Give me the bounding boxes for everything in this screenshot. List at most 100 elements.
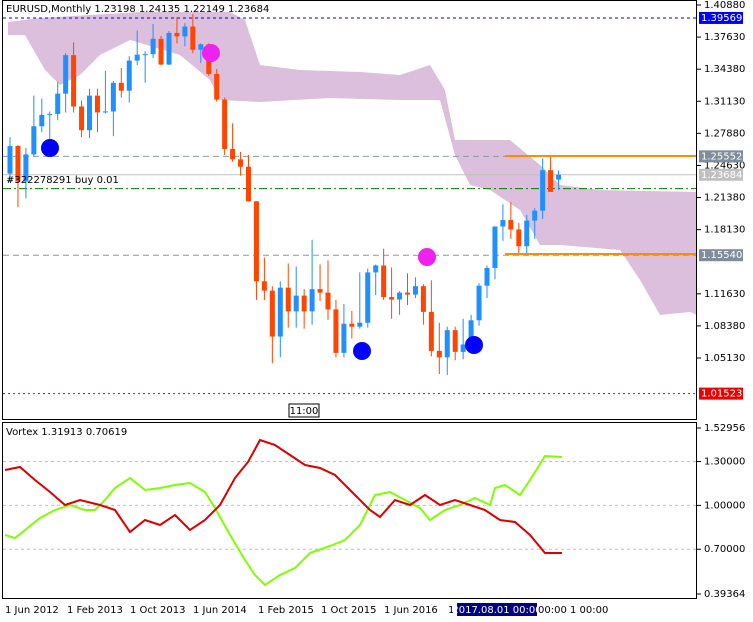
price-label: 1.24630 <box>704 160 745 171</box>
time-label: 1 <box>448 605 454 616</box>
candle-body <box>365 272 371 323</box>
sub-frame <box>2 422 697 599</box>
candle-body <box>15 146 21 182</box>
candle-body <box>484 267 490 286</box>
candle-body <box>420 286 426 312</box>
candle-body <box>476 285 482 321</box>
price-tag-box <box>699 11 743 24</box>
candle-body <box>269 290 275 337</box>
candle-body <box>357 322 363 327</box>
trade-label: #322278291 buy 0.01 <box>6 175 119 186</box>
cursor-residue: 00:00 1 00:00 <box>538 605 608 616</box>
candle-body <box>47 113 53 115</box>
price-tag-box <box>699 168 743 181</box>
price-tag-box <box>699 387 743 400</box>
candle-body <box>94 95 100 113</box>
cursor-time-box <box>457 603 537 616</box>
candle-body <box>516 229 522 247</box>
candle-body <box>7 146 13 174</box>
time-label: 1 Jun 2014 <box>193 605 247 616</box>
candle-body <box>548 170 554 192</box>
candle-body <box>556 174 562 180</box>
price-tag: 1.01523 <box>701 389 742 400</box>
candle-body <box>158 38 164 65</box>
vortex-minus <box>4 438 562 554</box>
signal-dot <box>41 139 59 157</box>
candle-body <box>126 60 132 91</box>
vortex-label: 1.00000 <box>704 500 745 511</box>
price-label: 1.08380 <box>704 321 745 332</box>
price-label: 1.05130 <box>704 353 745 364</box>
vortex-label: 0.70000 <box>704 544 745 555</box>
candle-body <box>500 220 506 227</box>
time-label: 1 Oct 2013 <box>130 605 185 616</box>
candle-body <box>198 44 204 50</box>
ichimoku-cloud <box>8 12 697 315</box>
signal-dot <box>465 336 483 354</box>
price-label: 1.18130 <box>704 225 745 236</box>
price-label: 1.11630 <box>704 289 745 300</box>
cursor-time: 2017.08.01 00:00 <box>452 605 541 616</box>
candle-body <box>150 38 156 55</box>
candle-body <box>118 82 124 91</box>
candle-body <box>397 292 403 300</box>
main-frame <box>2 0 697 420</box>
candle-body <box>381 265 387 298</box>
candle-body <box>23 154 29 182</box>
candle-body <box>460 344 466 352</box>
price-tag-box <box>699 150 743 163</box>
candle-body <box>110 82 116 112</box>
candle-body <box>222 99 228 149</box>
price-label: 1.21380 <box>704 193 745 204</box>
time-axis: 1 Jun 2012 1 Feb 2013 1 Oct 2013 1 Jun 2… <box>5 603 608 616</box>
candle-body <box>333 309 339 353</box>
candle-body <box>452 330 458 352</box>
candle-body <box>285 287 291 312</box>
time-label: 1 Jun 2016 <box>384 605 438 616</box>
candle-body <box>341 323 347 353</box>
candle-body <box>134 54 140 61</box>
candle-body <box>55 93 61 114</box>
time-label: 1 Oct 2015 <box>321 605 376 616</box>
price-label: 1.34380 <box>704 64 745 75</box>
candle-body <box>325 292 331 310</box>
price-label: 1.27880 <box>704 128 745 139</box>
candle-body <box>31 126 37 155</box>
candle-body <box>540 170 546 211</box>
candle-body <box>71 55 77 107</box>
candle-body <box>182 26 188 37</box>
candle-body <box>524 220 530 247</box>
candle-body <box>190 26 196 50</box>
vortex-label: 1.30000 <box>704 457 745 468</box>
time-label: 1 Jun 2012 <box>5 605 59 616</box>
vortex-plus <box>4 454 563 587</box>
signal-dots <box>41 44 483 360</box>
time-label: 1 Feb 2013 <box>67 605 123 616</box>
candle-body <box>405 292 410 295</box>
vortex-header: Vortex 1.31913 0.70619 <box>6 427 127 438</box>
time-marker: 11:00 <box>290 406 319 417</box>
candle-body <box>79 106 85 131</box>
signal-dot <box>202 44 220 62</box>
vortex-label: 1.52956 <box>704 423 745 434</box>
candle-body <box>293 295 299 312</box>
price-tag: 1.25552 <box>701 151 742 162</box>
candle-body <box>428 311 434 351</box>
candle-body <box>39 114 45 127</box>
candle-body <box>349 323 355 327</box>
candle-body <box>246 166 251 202</box>
chart-header: EURUSD,Monthly 1.23198 1.24135 1.22149 1… <box>6 4 269 15</box>
time-marker-box <box>288 403 320 418</box>
candle-body <box>253 201 259 282</box>
candle-body <box>389 297 395 300</box>
candle-body <box>508 220 514 230</box>
price-tag: 1.23684 <box>701 170 742 181</box>
time-label: 1 Feb 2015 <box>258 605 314 616</box>
price-tag: 1.15540 <box>701 250 742 261</box>
price-tag-box <box>699 249 743 262</box>
candle-body <box>532 210 538 221</box>
candle-body <box>214 73 220 100</box>
price-tag: 1.39569 <box>701 13 742 24</box>
